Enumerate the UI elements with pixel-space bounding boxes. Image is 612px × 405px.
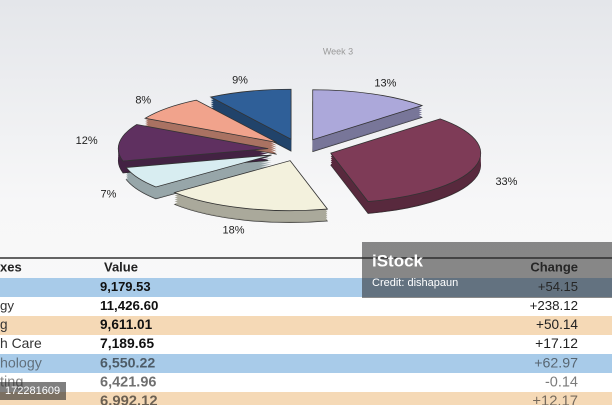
- row-value: 6,550.22: [100, 355, 155, 371]
- slice-label: 18%: [223, 225, 245, 237]
- row-value: 6,421.96: [100, 374, 156, 390]
- chart-title: Week 3: [323, 46, 353, 56]
- row-change: +17.12: [535, 335, 578, 351]
- column-header: xes: [0, 259, 22, 274]
- row-value: 9,611.01: [100, 317, 153, 332]
- row-name: hology: [0, 355, 43, 371]
- column-header: Value: [104, 259, 138, 274]
- row-name: h Care: [0, 335, 42, 351]
- table-row: [0, 373, 612, 392]
- slice: [125, 154, 272, 188]
- row-change: +62.97: [534, 355, 578, 371]
- row-change: +50.14: [536, 317, 578, 332]
- row-value: 9,179.53: [100, 279, 151, 294]
- slice-label: 12%: [76, 135, 98, 147]
- table-row: [0, 297, 612, 316]
- id-box: [0, 382, 66, 400]
- slice: [312, 89, 424, 141]
- watermark-box: [362, 242, 612, 298]
- table-row: [0, 354, 612, 373]
- row-value: 11,426.60: [100, 298, 158, 313]
- slice-label: 8%: [135, 94, 151, 106]
- row-name: gy: [0, 298, 14, 313]
- watermark-brand: iStock: [372, 251, 424, 270]
- pie: 13% 33% 18% 7% 12% 8% 9%: [76, 75, 518, 237]
- row-name: g: [0, 317, 8, 332]
- table-row: [0, 335, 612, 354]
- slice-label: 33%: [495, 176, 517, 188]
- slice-label: 9%: [232, 75, 248, 87]
- watermark: iStock Credit: dishapaun 172281609: [0, 242, 612, 400]
- table-row: [0, 316, 612, 335]
- slice: [117, 124, 269, 162]
- slice: [173, 160, 329, 212]
- table-row: [0, 392, 612, 405]
- row-change: -0.14: [545, 374, 578, 390]
- row-change: +238.12: [530, 298, 578, 313]
- row-value: 6,992.12: [100, 393, 158, 405]
- slice-label: 7%: [100, 189, 116, 201]
- slice: [144, 99, 277, 143]
- watermark-id: 172281609: [5, 385, 60, 397]
- slice-side: [126, 166, 272, 198]
- row-value: 7,189.65: [100, 335, 154, 351]
- row-change: +12.17: [532, 393, 578, 405]
- watermark-credit: Credit: dishapaun: [372, 277, 458, 289]
- slice: [330, 118, 482, 202]
- slice: [209, 88, 292, 140]
- slice-label: 13%: [374, 78, 396, 90]
